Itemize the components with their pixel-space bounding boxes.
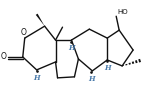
Text: HO: HO <box>117 9 128 15</box>
Text: H: H <box>33 74 40 82</box>
Polygon shape <box>36 14 45 26</box>
Text: H: H <box>88 75 95 83</box>
Text: H: H <box>68 44 75 52</box>
Text: H: H <box>104 64 111 72</box>
Text: O: O <box>1 52 7 62</box>
Text: O: O <box>21 28 27 37</box>
